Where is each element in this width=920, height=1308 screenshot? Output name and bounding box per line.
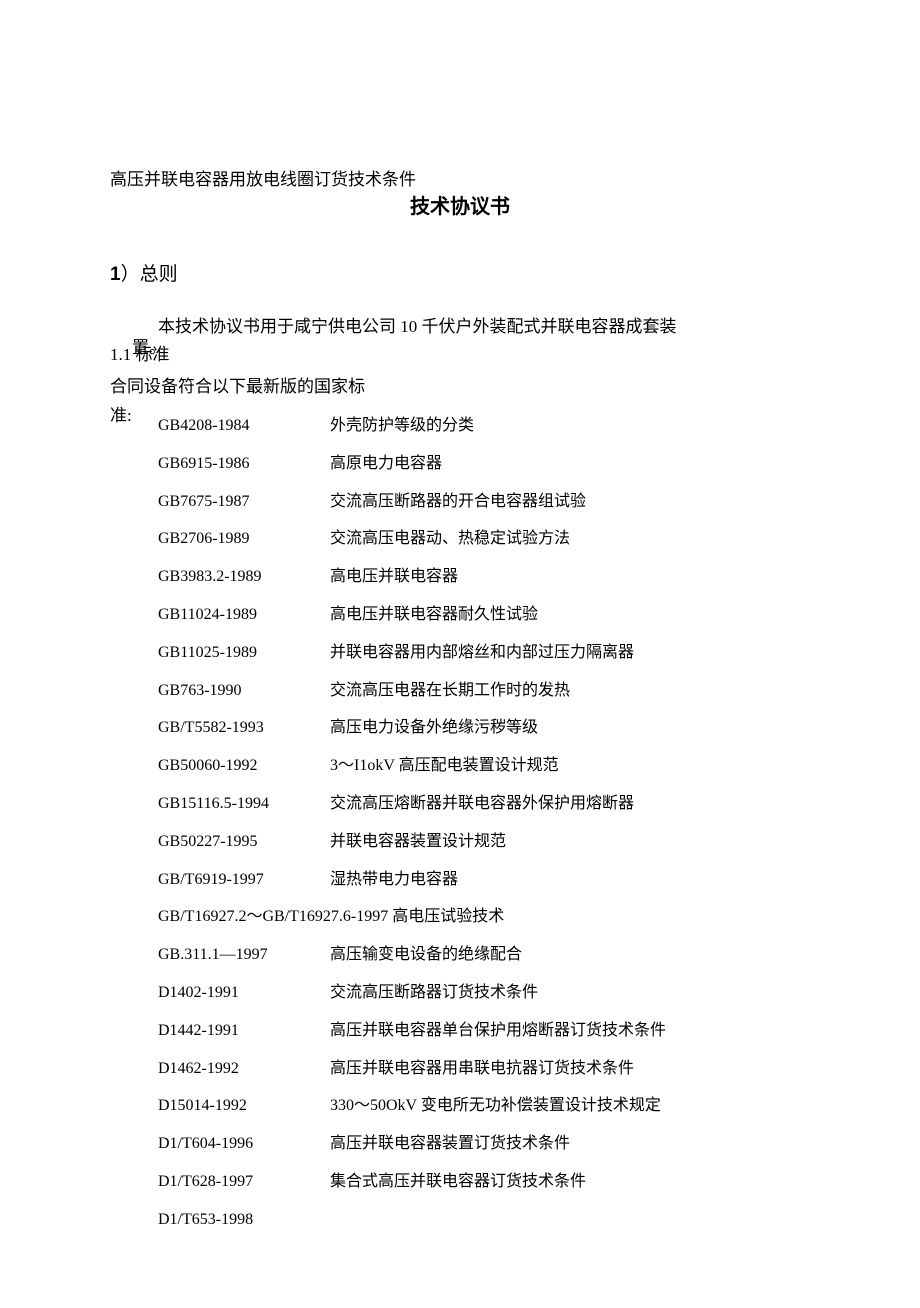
standard-description: 交流高压断路器订货技术条件	[330, 983, 810, 1004]
standard-description: 330～50OkV 变电所无功补偿装置设计技术规定	[330, 1096, 810, 1117]
standard-row: GB/T5582-1993高压电力设备外绝缘污秽等级	[158, 718, 810, 739]
standard-row: D1462-1992高压并联电容器用串联电抗器订货技术条件	[158, 1059, 810, 1080]
standard-description: 3～I1okV 高压配电装置设计规范	[330, 756, 810, 777]
standard-code: GB3983.2-1989	[158, 567, 330, 588]
standard-row: GB2706-1989交流高压电器动、热稳定试验方法	[158, 529, 810, 550]
standard-code: D1/T604-1996	[158, 1134, 330, 1155]
standard-code: GB2706-1989	[158, 529, 330, 550]
standard-row: GB4208-1984外壳防护等级的分类	[158, 416, 810, 437]
standard-code: D15014-1992	[158, 1096, 330, 1117]
standard-row: D1/T604-1996高压并联电容器装置订货技术条件	[158, 1134, 810, 1155]
standard-description: 交流高压电器动、热稳定试验方法	[330, 529, 810, 550]
section-1-label: ）总则	[121, 264, 178, 285]
standard-code: GB/T6919-1997	[158, 870, 330, 891]
standard-row: GB6915-1986高原电力电容器	[158, 454, 810, 475]
standard-row: GB11024-1989高电压并联电容器耐久性试验	[158, 605, 810, 626]
standard-row: GB50060-1992 3～I1okV 高压配电装置设计规范	[158, 756, 810, 777]
standard-code: GB11025-1989	[158, 643, 330, 664]
standard-row: D1442-1991高压并联电容器单台保护用熔断器订货技术条件	[158, 1021, 810, 1042]
standard-description: 高压输变电设备的绝缘配合	[330, 945, 810, 966]
standard-description: 高压并联电容器装置订货技术条件	[330, 1134, 810, 1155]
standard-description: 并联电容器装置设计规范	[330, 832, 810, 853]
standard-code: GB50227-1995	[158, 832, 330, 853]
standard-description: 高电压并联电容器耐久性试验	[330, 605, 810, 626]
standard-code: D1462-1992	[158, 1059, 330, 1080]
standard-row: D1/T628-1997集合式高压并联电容器订货技术条件	[158, 1172, 810, 1193]
standard-row: D1/T653-1998	[158, 1210, 810, 1231]
standard-description: 高电压并联电容器	[330, 567, 810, 588]
standard-description: 集合式高压并联电容器订货技术条件	[330, 1172, 810, 1193]
standard-description: 湿热带电力电容器	[330, 870, 810, 891]
standard-description: 高压并联电容器单台保护用熔断器订货技术条件	[330, 1021, 810, 1042]
sub-heading-1-1: 1.1 标准	[110, 340, 810, 365]
document-page: 高压并联电容器用放电线圈订货技术条件 技术协议书 1）总则 本技术协议书用于咸宁…	[0, 0, 920, 1308]
standard-description	[330, 1210, 810, 1231]
standard-code: GB.311.1—1997	[158, 945, 330, 966]
standard-code: GB50060-1992	[158, 756, 330, 777]
standard-code: GB763-1990	[158, 681, 330, 702]
standard-code: D1402-1991	[158, 983, 330, 1004]
pre-title: 高压并联电容器用放电线圈订货技术条件	[110, 168, 810, 192]
pre-standards-text: 合同设备符合以下最新版的国家标	[110, 375, 810, 399]
standard-code: D1442-1991	[158, 1021, 330, 1042]
standard-row: GB.311.1—1997高压输变电设备的绝缘配合	[158, 945, 810, 966]
standard-description: 交流高压熔断器并联电容器外保护用熔断器	[330, 794, 810, 815]
standard-code: D1/T653-1998	[158, 1210, 330, 1231]
standard-code: GB6915-1986	[158, 454, 330, 475]
standard-row: GB/T6919-1997 湿热带电力电容器	[158, 870, 810, 891]
section-1-number: 1	[110, 264, 121, 285]
standard-code: GB/T5582-1993	[158, 718, 330, 739]
standard-code: GB15116.5-1994	[158, 794, 330, 815]
standard-code: GB11024-1989	[158, 605, 330, 626]
standard-code: GB7675-1987	[158, 492, 330, 513]
standard-description: 高压并联电容器用串联电抗器订货技术条件	[330, 1059, 810, 1080]
standard-row: GB3983.2-1989高电压并联电容器	[158, 567, 810, 588]
standard-row: D15014-1992330～50OkV 变电所无功补偿装置设计技术规定	[158, 1096, 810, 1117]
standard-row: GB50227-1995 并联电容器装置设计规范	[158, 832, 810, 853]
standard-row: GB11025-1989并联电容器用内部熔丝和内部过压力隔离器	[158, 643, 810, 664]
standard-description: 交流高压断路器的开合电容器组试验	[330, 492, 810, 513]
section-1-heading: 1）总则	[110, 259, 810, 286]
intro-block: 本技术协议书用于咸宁供电公司 10 千伏户外装配式并联电容器成套装 置。 1.1…	[110, 314, 810, 366]
standard-description: 外壳防护等级的分类	[330, 416, 810, 437]
standard-description: 交流高压电器在长期工作时的发热	[330, 681, 810, 702]
standard-code: GB4208-1984	[158, 416, 330, 437]
standard-code: D1/T628-1997	[158, 1172, 330, 1193]
standard-row-wide: GB/T16927.2～GB/T16927.6-1997 高电压试验技术	[158, 907, 810, 928]
document-title: 技术协议书	[110, 190, 810, 219]
standard-description: 高压电力设备外绝缘污秽等级	[330, 718, 810, 739]
standard-row: GB15116.5-1994交流高压熔断器并联电容器外保护用熔断器	[158, 794, 810, 815]
standard-description: 并联电容器用内部熔丝和内部过压力隔离器	[330, 643, 810, 664]
standard-row: GB7675-1987交流高压断路器的开合电容器组试验	[158, 492, 810, 513]
standard-row: GB763-1990交流高压电器在长期工作时的发热	[158, 681, 810, 702]
standards-list: GB4208-1984外壳防护等级的分类GB6915-1986高原电力电容器GB…	[110, 416, 810, 1231]
standard-description: 高原电力电容器	[330, 454, 810, 475]
standard-row: D1402-1991交流高压断路器订货技术条件	[158, 983, 810, 1004]
